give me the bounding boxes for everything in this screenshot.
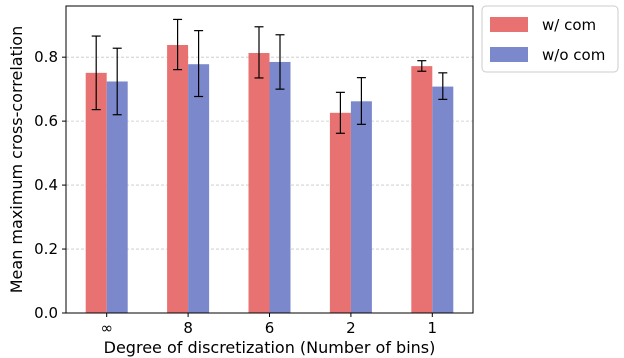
y-tick-label: 0.8 [34, 48, 58, 66]
gridlines [66, 56, 473, 250]
y-tick-label: 0.6 [34, 112, 58, 130]
bar-w-com [411, 66, 433, 313]
legend-swatch [490, 17, 528, 32]
bar-wo-com [350, 101, 372, 314]
y-tick-label: 0.4 [34, 176, 58, 194]
bar-wo-com [432, 86, 454, 314]
error-bars [91, 18, 448, 134]
bar-w-com [248, 53, 270, 314]
y-tick-label: 0.0 [34, 304, 58, 322]
bar-wo-com [269, 61, 291, 313]
x-axis-label: Degree of discretization (Number of bins… [104, 338, 436, 357]
x-tick-label: 1 [428, 319, 438, 337]
legend-label: w/o com [542, 46, 605, 64]
bars [85, 45, 454, 314]
legend-swatch [490, 47, 528, 62]
y-axis-label: Mean maximum cross-correlation [7, 26, 26, 294]
y-tick-label: 0.2 [34, 240, 58, 258]
x-tick-label: ∞ [100, 319, 113, 337]
bar-wo-com [106, 81, 128, 314]
legend: w/ com w/o com [481, 5, 619, 73]
axis-ticks: 0.0 0.2 0.4 0.6 0.8 ∞ 8 6 2 1 [34, 48, 437, 337]
bar-w-com [329, 112, 351, 313]
bar-wo-com [188, 64, 210, 313]
x-tick-label: 2 [346, 319, 356, 337]
x-tick-label: 6 [265, 319, 275, 337]
bar-w-com [85, 72, 107, 313]
legend-label: w/ com [542, 16, 596, 34]
bar-w-com [167, 45, 189, 313]
x-tick-label: 8 [183, 319, 193, 337]
